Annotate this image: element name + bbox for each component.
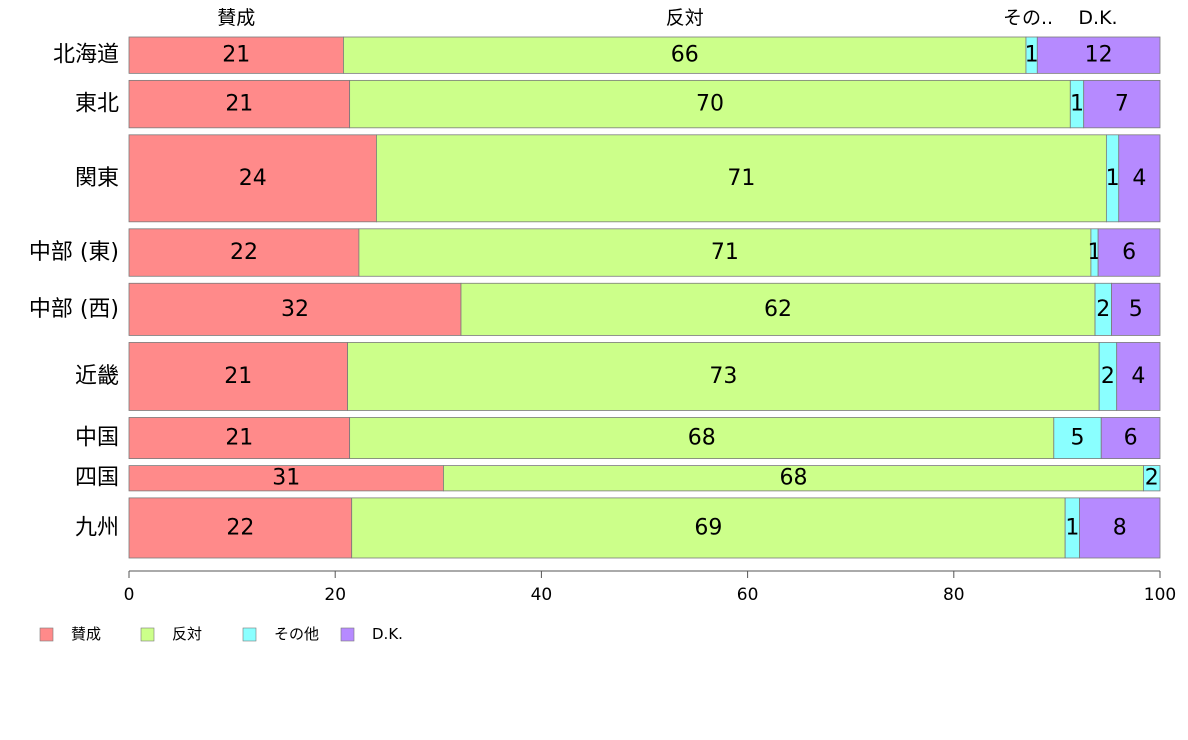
bar-segment: [1143, 465, 1161, 492]
x-tick-label: 100: [1144, 585, 1176, 605]
data-label: 2: [1145, 466, 1159, 491]
bar-segment: [1111, 282, 1161, 336]
bar-segment: [128, 342, 348, 411]
bar-segment: [351, 497, 1066, 559]
bar-segment: [376, 134, 1107, 223]
data-label: 21: [225, 426, 253, 451]
data-label: 2: [1101, 364, 1115, 389]
data-label: 71: [711, 240, 739, 265]
data-label: 21: [222, 43, 250, 68]
bar-segment: [128, 134, 377, 223]
segment-header-label: D.K.: [1078, 7, 1117, 29]
bar-segment: [1083, 79, 1161, 129]
data-label: 7: [1115, 92, 1129, 117]
legend-label: その他: [274, 625, 319, 643]
category-label: 東北: [75, 92, 119, 117]
x-tick-label: 40: [531, 585, 553, 605]
legend-label: 賛成: [71, 625, 101, 643]
x-tick-label: 60: [737, 585, 759, 605]
bar-segment: [343, 36, 1027, 74]
data-label: 24: [239, 166, 267, 191]
bar-segment: [1036, 36, 1161, 74]
data-label: 1: [1065, 515, 1079, 540]
legend-swatch: [242, 627, 257, 642]
data-label: 62: [764, 297, 792, 322]
data-label: 4: [1131, 364, 1145, 389]
bar-segment: [128, 36, 344, 74]
category-label: 九州: [75, 515, 119, 540]
x-tick-label: 80: [943, 585, 965, 605]
legend-swatch: [39, 627, 54, 642]
data-label: 21: [225, 92, 253, 117]
bar-segment: [349, 417, 1055, 459]
bar-segment: [1079, 497, 1161, 559]
bar-segment: [358, 228, 1092, 277]
bar-segment: [128, 228, 360, 277]
data-label: 70: [696, 92, 724, 117]
category-label: 北海道: [53, 43, 119, 68]
bar-segment: [1100, 417, 1161, 459]
bar-segment: [349, 79, 1071, 129]
legend-label: 反対: [172, 625, 202, 643]
segment-header-label: その..: [1003, 7, 1053, 29]
data-label: 73: [709, 364, 737, 389]
legend-swatch: [340, 627, 355, 642]
data-label: 12: [1085, 43, 1113, 68]
data-label: 2: [1096, 297, 1110, 322]
data-label: 31: [272, 466, 300, 491]
data-label: 22: [226, 515, 254, 540]
category-label: 中部 (東): [29, 240, 119, 265]
data-label: 5: [1071, 426, 1085, 451]
bar-segment: [443, 465, 1144, 492]
bar-segment: [460, 282, 1096, 336]
bar-segment: [128, 497, 353, 559]
data-label: 1: [1070, 92, 1084, 117]
category-label: 四国: [75, 466, 119, 491]
category-label: 関東: [75, 166, 119, 191]
legend-swatch: [140, 627, 155, 642]
bar-segment: [128, 465, 444, 492]
x-tick-label: 0: [124, 585, 135, 605]
segment-header-label: 反対: [666, 7, 704, 29]
data-label: 71: [727, 166, 755, 191]
data-label: 6: [1124, 426, 1138, 451]
data-label: 4: [1132, 166, 1146, 191]
segment-header-label: 賛成: [217, 7, 255, 29]
data-label: 69: [694, 515, 722, 540]
category-label: 近畿: [75, 364, 119, 389]
data-label: 32: [281, 297, 309, 322]
x-tick-label: 20: [324, 585, 346, 605]
bar-segment: [128, 282, 462, 336]
bar-segment: [128, 79, 351, 129]
bar-segment: [1053, 417, 1102, 459]
bar-segment: [347, 342, 1100, 411]
data-label: 68: [779, 466, 807, 491]
bar-segment: [128, 417, 351, 459]
data-label: 1: [1025, 43, 1039, 68]
data-label: 22: [230, 240, 258, 265]
bar-segment: [1097, 228, 1161, 277]
legend-label: D.K.: [372, 625, 403, 643]
data-label: 68: [688, 426, 716, 451]
data-label: 66: [671, 43, 699, 68]
bar-segment: [1116, 342, 1161, 411]
data-label: 8: [1113, 515, 1127, 540]
data-label: 1: [1106, 166, 1120, 191]
category-label: 中国: [75, 426, 119, 451]
category-label: 中部 (西): [29, 297, 119, 322]
data-label: 5: [1129, 297, 1143, 322]
data-label: 6: [1122, 240, 1136, 265]
bar-segment: [1118, 134, 1161, 223]
data-label: 21: [224, 364, 252, 389]
